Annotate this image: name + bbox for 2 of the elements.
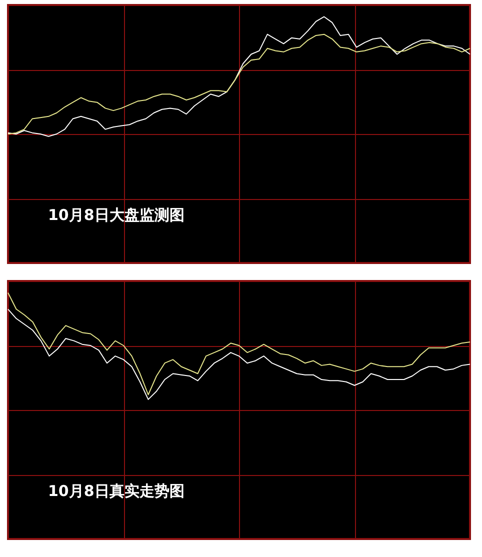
text: 10月8日大盘监测图: [48, 206, 184, 224]
text: 10月8日真实走势图: [48, 482, 184, 500]
